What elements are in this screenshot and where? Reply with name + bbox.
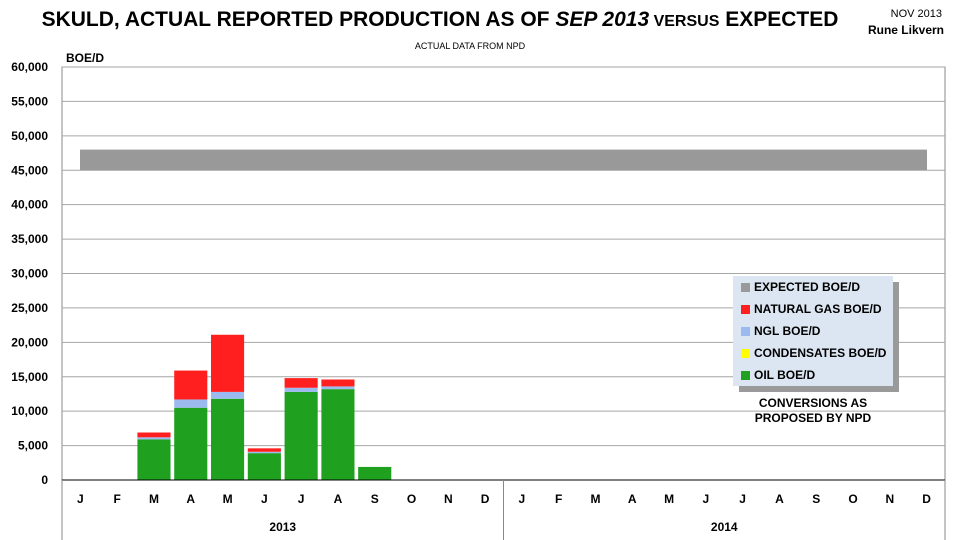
x-tick-label: A bbox=[334, 492, 343, 506]
y-tick-label: 45,000 bbox=[11, 163, 48, 177]
y-tick-label: 5,000 bbox=[18, 439, 48, 453]
x-tick-label: A bbox=[775, 492, 784, 506]
bar-segment bbox=[358, 466, 392, 480]
x-tick-label: F bbox=[555, 492, 562, 506]
bar-segment bbox=[211, 398, 245, 480]
legend-item: NATURAL GAS BOE/D bbox=[741, 301, 882, 317]
x-tick-label: J bbox=[739, 492, 746, 506]
x-tick-label: N bbox=[444, 492, 453, 506]
x-tick-label: M bbox=[590, 492, 600, 506]
legend-swatch bbox=[741, 282, 750, 292]
legend-swatch bbox=[741, 304, 750, 314]
legend-swatch bbox=[741, 348, 750, 358]
x-tick-label: A bbox=[186, 492, 195, 506]
bar-segment bbox=[247, 453, 281, 480]
legend-swatch bbox=[741, 370, 750, 380]
x-tick-label: M bbox=[149, 492, 159, 506]
bar-segment bbox=[284, 391, 318, 480]
expected-band bbox=[80, 149, 927, 171]
x-tick-label: O bbox=[848, 492, 857, 506]
bar-segment bbox=[174, 399, 208, 408]
conversion-note-line2: PROPOSED BY NPD bbox=[754, 411, 872, 425]
x-tick-label: J bbox=[519, 492, 526, 506]
bar-segment bbox=[211, 391, 245, 399]
year-label: 2013 bbox=[269, 520, 296, 534]
bar-segment bbox=[174, 370, 208, 400]
bar-segment bbox=[137, 432, 171, 438]
x-tick-label: D bbox=[922, 492, 931, 506]
legend-label: EXPECTED BOE/D bbox=[754, 280, 861, 294]
y-tick-label: 35,000 bbox=[11, 232, 48, 246]
chart-subtitle: ACTUAL DATA FROM NPD bbox=[414, 41, 526, 51]
x-tick-label: O bbox=[407, 492, 416, 506]
date-label: NOV 2013 bbox=[890, 8, 942, 20]
chart-title: SKULD, ACTUAL REPORTED PRODUCTION AS OF … bbox=[41, 8, 839, 31]
year-label: 2014 bbox=[711, 520, 738, 534]
legend-item: OIL BOE/D bbox=[741, 367, 815, 383]
bar-segment bbox=[247, 451, 281, 454]
x-tick-label: S bbox=[812, 492, 820, 506]
bar-segment bbox=[137, 439, 171, 480]
y-tick-label: 55,000 bbox=[11, 94, 48, 108]
bar-segment bbox=[284, 387, 318, 392]
x-tick-label: F bbox=[114, 492, 121, 506]
x-tick-label: S bbox=[371, 492, 379, 506]
bar-segment bbox=[211, 334, 245, 392]
bar-segment bbox=[247, 448, 281, 452]
bar-segment bbox=[137, 437, 171, 440]
legend-swatch bbox=[741, 326, 750, 336]
x-tick-label: J bbox=[261, 492, 268, 506]
y-tick-label: 30,000 bbox=[11, 267, 48, 281]
x-tick-label: A bbox=[628, 492, 637, 506]
chart-legend: EXPECTED BOE/D NATURAL GAS BOE/D NGL BOE/D… bbox=[733, 276, 893, 386]
bar-segment bbox=[321, 389, 355, 480]
y-tick-label: 50,000 bbox=[11, 129, 48, 143]
y-tick-label: 0 bbox=[41, 473, 48, 487]
x-tick-label: J bbox=[298, 492, 305, 506]
x-tick-label: J bbox=[77, 492, 84, 506]
legend-label: CONDENSATES BOE/D bbox=[754, 346, 887, 360]
legend-label: NATURAL GAS BOE/D bbox=[754, 302, 882, 316]
x-tick-label: M bbox=[223, 492, 233, 506]
y-tick-label: 15,000 bbox=[11, 370, 48, 384]
legend-label: OIL BOE/D bbox=[754, 368, 816, 382]
x-tick-label: J bbox=[703, 492, 710, 506]
y-axis-label: BOE/D bbox=[66, 51, 104, 65]
conversion-note: CONVERSIONS AS PROPOSED BY NPD bbox=[740, 396, 886, 426]
bar-segment bbox=[174, 407, 208, 480]
bar-segment bbox=[321, 379, 355, 387]
author-label: Rune Likvern bbox=[867, 23, 944, 37]
y-tick-label: 25,000 bbox=[11, 301, 48, 315]
conversion-note-line1: CONVERSIONS AS bbox=[758, 396, 868, 410]
legend-label: NGL BOE/D bbox=[754, 324, 821, 338]
x-tick-label: D bbox=[481, 492, 490, 506]
x-tick-label: M bbox=[664, 492, 674, 506]
bar-segment bbox=[284, 378, 318, 388]
y-tick-label: 20,000 bbox=[11, 335, 48, 349]
y-tick-label: 40,000 bbox=[11, 198, 48, 212]
x-tick-label: N bbox=[885, 492, 894, 506]
legend-item: EXPECTED BOE/D bbox=[741, 279, 860, 295]
legend-item: CONDENSATES BOE/D bbox=[741, 345, 886, 361]
legend-item: NGL BOE/D bbox=[741, 323, 820, 339]
y-tick-label: 10,000 bbox=[11, 404, 48, 418]
y-tick-label: 60,000 bbox=[11, 60, 48, 74]
bar-segment bbox=[321, 386, 355, 390]
